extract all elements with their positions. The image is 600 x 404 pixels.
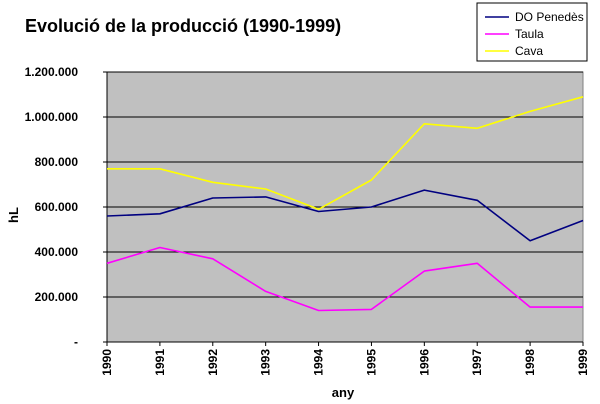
x-axis-label: any (332, 385, 355, 400)
y-axis-ticks: - 200.000 400.000 600.000 800.000 1.000.000 1.… (25, 65, 107, 349)
x-tick-label: 1992 (206, 349, 220, 376)
x-tick-label: 1999 (576, 349, 590, 376)
y-tick-label: 200.000 (35, 290, 79, 304)
y-tick-label: 1.200.000 (25, 65, 79, 79)
series-line-1 (106, 189, 584, 242)
y-tick-label: 600.000 (35, 200, 79, 214)
series-line-3 (107, 96, 584, 211)
y-tick-label: 400.000 (35, 245, 79, 259)
y-axis-label: hL (6, 207, 21, 223)
legend-label: Cava (515, 44, 543, 58)
x-tick-label: 1993 (259, 349, 273, 376)
x-tick-label: 1990 (100, 349, 114, 376)
x-tick-label: 1997 (470, 349, 484, 376)
series-line-2 (106, 246, 583, 312)
y-tick-label: 1.000.000 (25, 110, 79, 124)
x-tick-label: 1996 (417, 349, 431, 376)
x-tick-label: 1998 (523, 349, 537, 376)
x-tick-label: 1991 (153, 349, 167, 376)
series-lines (106, 96, 584, 312)
y-tick-label: - (74, 335, 78, 349)
legend-label: DO Penedès (515, 10, 584, 24)
x-tick-label: 1994 (312, 349, 326, 376)
x-axis-ticks: 1990 1991 1992 1993 1994 1995 1996 1997 1998 1999 (100, 342, 590, 376)
chart-title: Evolució de la producció (1990-1999) (25, 16, 341, 36)
legend: DO Penedès Taula Cava (476, 2, 588, 62)
y-tick-label: 800.000 (35, 155, 79, 169)
x-tick-label: 1995 (364, 349, 378, 376)
legend-label: Taula (515, 27, 544, 41)
